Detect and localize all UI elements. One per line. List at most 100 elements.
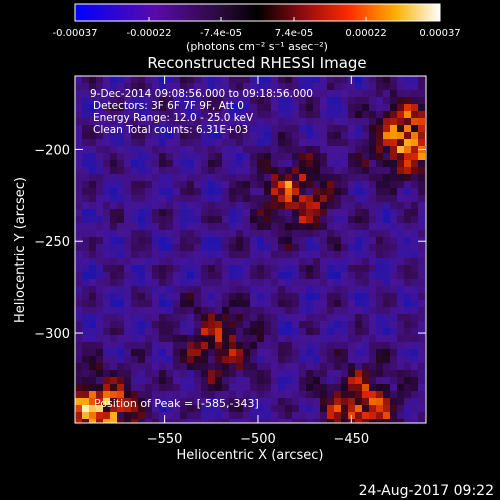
heatmap-cell (166, 384, 173, 391)
heatmap-cell (159, 342, 166, 349)
heatmap-cell (229, 125, 236, 132)
heatmap-cell (397, 195, 404, 202)
heatmap-cell (397, 363, 404, 370)
heatmap-cell (243, 328, 250, 335)
heatmap-cell (404, 391, 411, 398)
heatmap-cell (222, 391, 229, 398)
heatmap-cell (404, 272, 411, 279)
heatmap-cell (376, 216, 383, 223)
heatmap-cell (250, 216, 257, 223)
heatmap-cell (369, 216, 376, 223)
heatmap-cell (145, 265, 152, 272)
heatmap-cell (369, 272, 376, 279)
heatmap-cell (222, 104, 229, 111)
colorbar-tick-label: -0.00022 (127, 28, 172, 39)
heatmap-cell (96, 223, 103, 230)
heatmap-cell (159, 335, 166, 342)
heatmap-cell (404, 370, 411, 377)
heatmap-cell (397, 272, 404, 279)
heatmap-cell (194, 356, 201, 363)
heatmap-cell (271, 83, 278, 90)
heatmap-cell (376, 335, 383, 342)
heatmap-cell (89, 363, 96, 370)
heatmap-cell (194, 279, 201, 286)
heatmap-cell (334, 328, 341, 335)
heatmap-cell (292, 160, 299, 167)
heatmap-cell (166, 202, 173, 209)
heatmap-cell (201, 419, 208, 423)
heatmap-cell (152, 76, 159, 83)
heatmap-cell (369, 279, 376, 286)
heatmap-cell (243, 104, 250, 111)
heatmap-cell (201, 104, 208, 111)
heatmap-cell (383, 146, 390, 153)
heatmap-cell (390, 412, 397, 419)
heatmap-cell (82, 307, 89, 314)
heatmap-cell (75, 118, 82, 125)
heatmap-cell (376, 384, 383, 391)
heatmap-cell (327, 328, 334, 335)
heatmap-cell (299, 349, 306, 356)
heatmap-cell (306, 384, 313, 391)
heatmap-cell (243, 300, 250, 307)
heatmap-cell (383, 216, 390, 223)
heatmap-cell (103, 307, 110, 314)
heatmap-cell (180, 209, 187, 216)
heatmap-cell (348, 181, 355, 188)
heatmap-cell (313, 335, 320, 342)
heatmap-cell (243, 342, 250, 349)
heatmap-cell (299, 286, 306, 293)
heatmap-cell (341, 83, 348, 90)
heatmap-cell (222, 160, 229, 167)
heatmap-cell (369, 335, 376, 342)
heatmap-cell (334, 363, 341, 370)
heatmap-cell (145, 237, 152, 244)
heatmap-cell (138, 118, 145, 125)
heatmap-cell (180, 132, 187, 139)
heatmap-cell (341, 125, 348, 132)
heatmap-cell (180, 118, 187, 125)
heatmap-cell (173, 391, 180, 398)
heatmap-cell (250, 349, 257, 356)
heatmap-cell (215, 391, 222, 398)
heatmap-cell (236, 258, 243, 265)
heatmap-cell (362, 83, 369, 90)
heatmap-cell (411, 90, 418, 97)
heatmap-cell (243, 321, 250, 328)
heatmap-cell (208, 76, 215, 83)
heatmap-cell (152, 125, 159, 132)
heatmap-cell (215, 118, 222, 125)
heatmap-cell (103, 237, 110, 244)
heatmap-cell (327, 412, 334, 419)
heatmap-cell (264, 223, 271, 230)
heatmap-cell (131, 335, 138, 342)
y-tick-label: −200 (34, 143, 70, 158)
heatmap-cell (383, 363, 390, 370)
heatmap-cell (362, 188, 369, 195)
heatmap-cell (348, 90, 355, 97)
heatmap-cell (152, 97, 159, 104)
heatmap-cell (355, 335, 362, 342)
heatmap-cell (75, 188, 82, 195)
heatmap-cell (257, 328, 264, 335)
heatmap-cell (75, 272, 82, 279)
heatmap-cell (264, 307, 271, 314)
heatmap-cell (75, 90, 82, 97)
heatmap-cell (299, 237, 306, 244)
heatmap-cell (166, 209, 173, 216)
heatmap-cell (390, 335, 397, 342)
heatmap-cell (117, 160, 124, 167)
heatmap-cell (306, 90, 313, 97)
heatmap-cell (180, 251, 187, 258)
heatmap-cell (250, 300, 257, 307)
heatmap-cell (418, 363, 425, 370)
heatmap-cell (418, 356, 425, 363)
heatmap-cell (418, 258, 425, 265)
heatmap-cell (376, 314, 383, 321)
heatmap-cell (222, 167, 229, 174)
heatmap-cell (124, 146, 131, 153)
heatmap-cell (194, 405, 201, 412)
heatmap-cell (285, 370, 292, 377)
heatmap-cell (292, 174, 299, 181)
heatmap-cell (82, 209, 89, 216)
